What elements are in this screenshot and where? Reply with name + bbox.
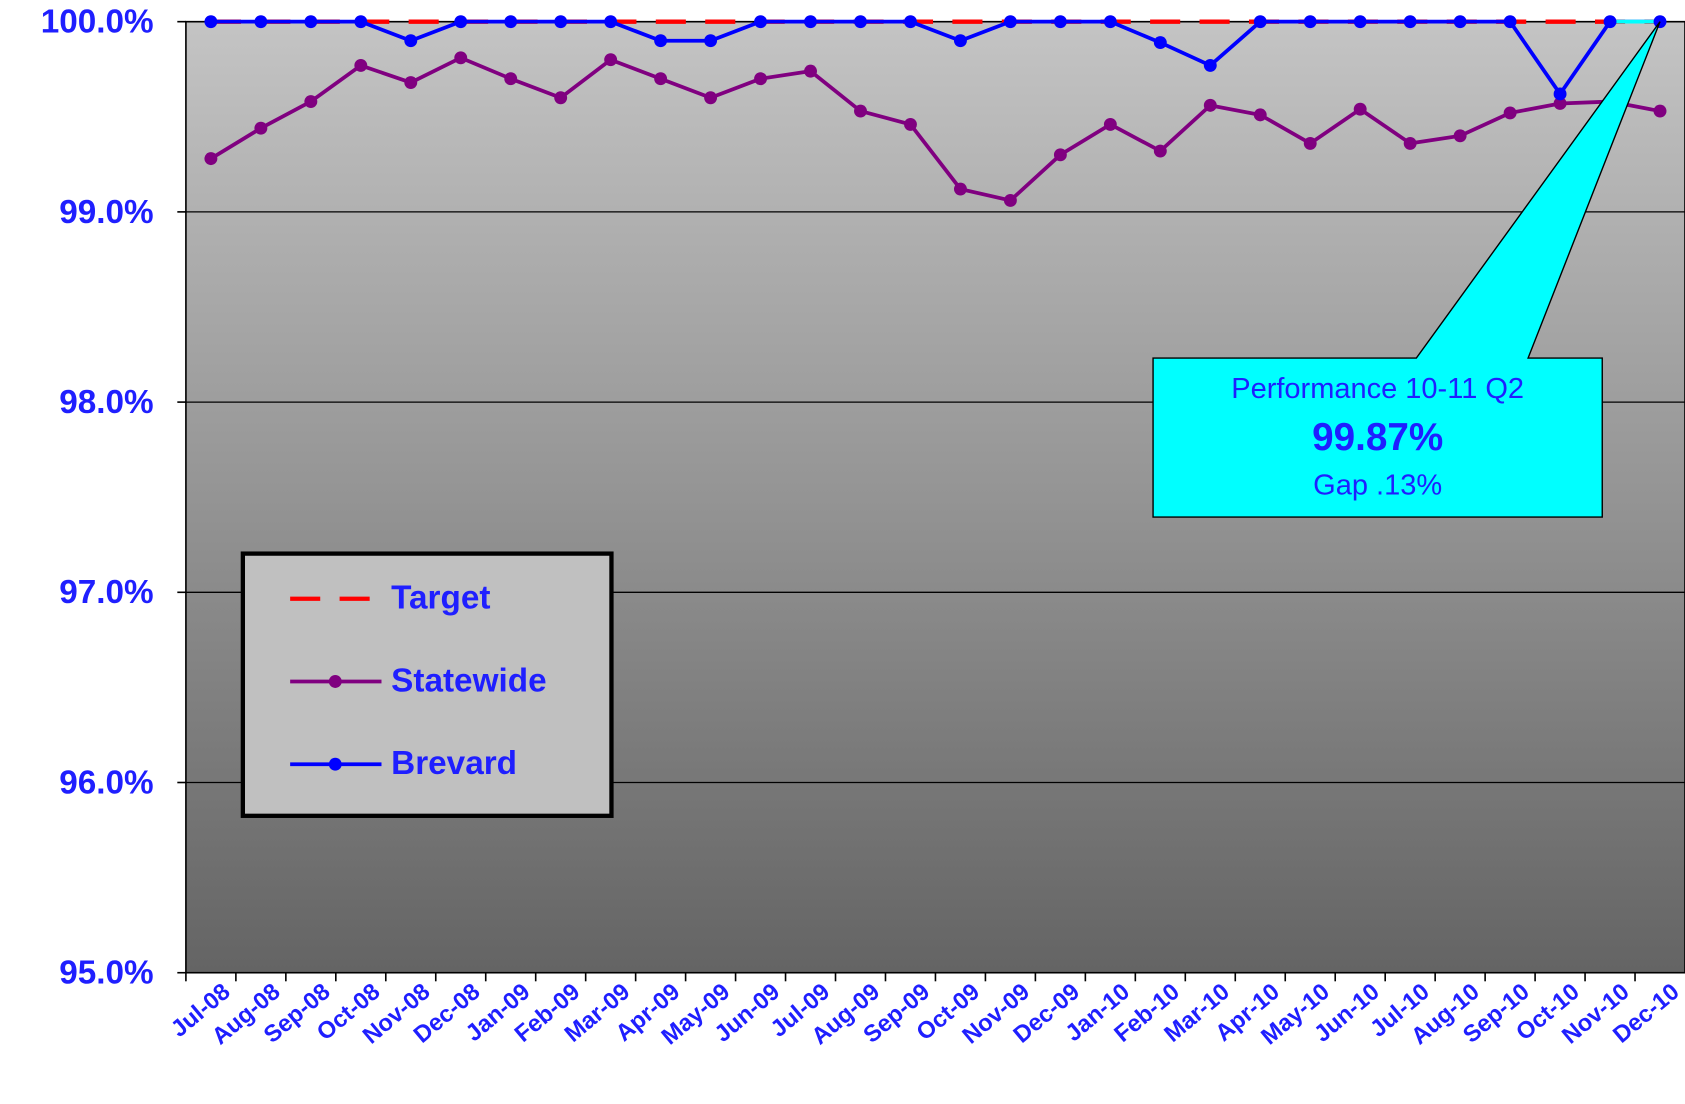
data-point	[204, 15, 218, 29]
data-point	[1603, 15, 1617, 29]
legend-label: Statewide	[391, 662, 546, 699]
data-point	[1003, 194, 1017, 207]
data-point	[1153, 36, 1167, 50]
data-point	[1153, 144, 1167, 158]
data-point	[604, 15, 618, 29]
data-point	[254, 15, 268, 29]
data-point	[1253, 108, 1267, 122]
data-point	[1353, 15, 1367, 29]
data-point	[704, 91, 718, 105]
data-point	[1053, 148, 1067, 162]
data-point	[504, 72, 518, 86]
data-point	[854, 104, 867, 118]
series-line	[209, 55, 1661, 203]
data-point	[1253, 15, 1267, 29]
data-point	[904, 15, 917, 29]
data-point	[1653, 104, 1667, 118]
data-point	[1403, 136, 1417, 150]
data-point	[404, 34, 418, 48]
data-point	[504, 15, 518, 29]
data-point	[304, 95, 318, 109]
annotation-text: Gap .13%	[1313, 470, 1442, 502]
data-point	[1003, 15, 1017, 29]
data-point	[854, 15, 867, 29]
data-point	[1453, 129, 1467, 143]
data-point	[654, 34, 668, 48]
data-point	[204, 152, 218, 166]
data-point	[404, 76, 418, 89]
data-point	[454, 51, 468, 65]
legend-label: Brevard	[391, 745, 517, 782]
data-point	[1203, 58, 1217, 72]
y-tick-label: 99.0%	[59, 194, 153, 231]
data-point	[953, 34, 967, 48]
data-point	[1503, 106, 1517, 120]
data-point	[754, 15, 768, 29]
data-point	[1203, 98, 1217, 112]
y-tick-label: 96.0%	[59, 764, 153, 801]
data-point	[804, 64, 817, 78]
data-point	[754, 72, 768, 86]
data-point	[354, 58, 368, 72]
data-point	[354, 15, 368, 29]
legend-marker	[328, 757, 342, 771]
data-point	[1103, 15, 1117, 29]
data-point	[1403, 15, 1417, 29]
annotation-text: 99.87%	[1312, 416, 1443, 459]
legend-label: Target	[391, 580, 490, 617]
data-point	[654, 72, 668, 86]
y-tick-label: 95.0%	[59, 955, 153, 992]
data-point	[1103, 117, 1117, 131]
data-point	[904, 117, 917, 131]
data-point	[554, 15, 568, 29]
data-point	[1053, 15, 1067, 29]
data-point	[1353, 102, 1367, 116]
legend-marker	[328, 675, 342, 688]
annotation-text: Performance 10-11 Q2	[1231, 373, 1524, 405]
data-point	[953, 182, 967, 196]
data-point	[604, 53, 618, 67]
data-point	[1453, 15, 1467, 29]
data-point	[1503, 15, 1517, 29]
callout	[1152, 21, 1661, 518]
y-tick-label: 100.0%	[41, 4, 154, 41]
data-point	[254, 121, 268, 135]
series-line	[210, 19, 1661, 98]
data-point	[304, 15, 318, 29]
y-tick-label: 97.0%	[59, 574, 153, 611]
data-point	[804, 15, 817, 29]
data-point	[554, 91, 568, 105]
data-point	[454, 15, 468, 29]
data-point	[704, 34, 718, 48]
data-point	[1303, 136, 1317, 150]
data-point	[1553, 87, 1567, 101]
data-point	[1303, 15, 1317, 29]
y-tick-label: 98.0%	[59, 384, 153, 421]
data-point	[1553, 97, 1567, 110]
